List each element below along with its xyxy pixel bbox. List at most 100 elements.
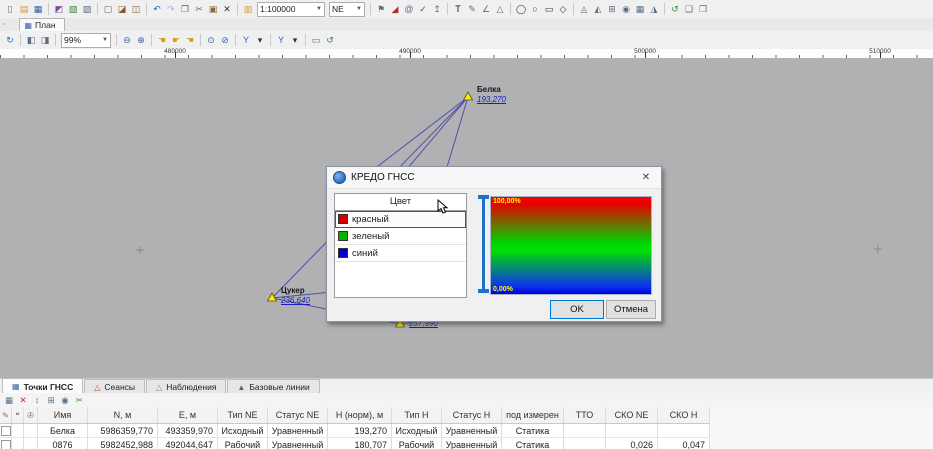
zoom-select[interactable]: 99% ▼ (61, 32, 111, 48)
export-mif-icon[interactable]: ◫ (131, 3, 141, 14)
zoom-out-icon[interactable]: ⊖ (123, 34, 131, 45)
open-project-icon[interactable]: ▤ (19, 3, 29, 14)
table-cell[interactable]: 5986359,770 (88, 424, 158, 437)
attach-tool-icon[interactable]: @ (404, 3, 414, 14)
antenna-height-icon[interactable]: ↥ (433, 3, 441, 14)
table-cell[interactable]: 180,707 (328, 438, 392, 449)
color-item-green[interactable]: зеленый (335, 228, 466, 245)
redo-icon[interactable]: ↷ (167, 3, 175, 14)
scale-select[interactable]: 1:100000 ▼ (257, 1, 325, 17)
table-cell[interactable]: 0,047 (658, 438, 710, 449)
export-dxf-icon[interactable]: ◪ (117, 3, 127, 14)
raster-image-icon[interactable]: ▥ (243, 3, 253, 14)
table-menu-icon[interactable]: ▦ (4, 394, 14, 405)
table-icon-header[interactable]: ❝ (12, 407, 24, 423)
new-document-icon[interactable]: ▯ (7, 3, 13, 14)
column-header[interactable]: N, м (88, 407, 158, 423)
delete-icon[interactable]: ✕ (223, 3, 231, 14)
dynamic-pan-icon[interactable]: ☛ (171, 34, 181, 45)
circle-tool-icon[interactable]: ○ (532, 3, 538, 14)
filter-points-arrow-icon[interactable]: ▾ (257, 34, 263, 45)
column-header[interactable]: Имя (38, 407, 88, 423)
move-label-icon[interactable]: ◬ (580, 3, 588, 14)
import-xyz-icon[interactable]: ▧ (68, 3, 78, 14)
copy-icon[interactable]: ❐ (180, 3, 190, 14)
table-cell[interactable] (564, 424, 606, 437)
plan-settings-icon[interactable]: ◨ (40, 34, 50, 45)
point-name-label[interactable]: Белка (477, 85, 501, 94)
row-checkbox[interactable] (0, 425, 11, 436)
cut-icon[interactable]: ✂ (195, 3, 203, 14)
refresh-plan-icon[interactable]: ↻ (6, 34, 14, 45)
new-sheet-icon[interactable]: ▢ (103, 3, 113, 14)
row-checkbox-cell[interactable] (0, 424, 12, 437)
point-info-icon[interactable]: ◉ (622, 3, 630, 14)
point-height-label[interactable]: 237,990 (409, 319, 438, 328)
gnss-antenna-icon[interactable]: ⚑ (376, 3, 386, 14)
gnss-point[interactable] (266, 292, 278, 302)
column-header[interactable]: под измерен (502, 407, 564, 423)
table-cell[interactable]: Рабочий (392, 438, 442, 449)
table-row[interactable]: Белка 5986359,770 493359,970 Исходный Уравне… (0, 424, 710, 438)
chevron-down-icon[interactable]: ▼ (356, 6, 362, 12)
table-cell[interactable]: Исходный (392, 424, 442, 437)
column-header[interactable]: Тип H (392, 407, 442, 423)
tab-plan[interactable]: ▦ План (19, 18, 65, 31)
column-header[interactable]: H (норм), м (328, 407, 392, 423)
table-cell[interactable]: Уравненный (442, 424, 502, 437)
table-cell[interactable]: 0876 (38, 438, 88, 449)
sort-rows-icon[interactable]: ↕ (34, 394, 40, 405)
pencil-tool-icon[interactable]: ✎ (468, 3, 476, 14)
table-cell[interactable]: 492044,647 (158, 438, 218, 449)
views-menu-icon[interactable]: ▫ (3, 21, 6, 28)
angle-tool-icon[interactable]: ∠ (481, 3, 491, 14)
table-edit-icon[interactable]: ▦ (635, 3, 645, 14)
refresh-window-icon[interactable]: ↺ (671, 3, 679, 14)
arrange-windows-icon[interactable]: ❒ (698, 3, 708, 14)
import-raster-icon[interactable]: ▨ (82, 3, 92, 14)
table-cell[interactable]: Рабочий (218, 438, 268, 449)
table-cell[interactable] (658, 424, 710, 437)
chevron-down-icon[interactable]: ▼ (102, 37, 108, 43)
row-icon-cell[interactable] (12, 424, 24, 437)
row-icon-cell[interactable] (24, 438, 38, 449)
table-cell[interactable] (564, 438, 606, 449)
column-header[interactable]: СКО NE (606, 407, 658, 423)
table-cell[interactable]: Белка (38, 424, 88, 437)
save-project-icon[interactable]: ▦ (33, 3, 43, 14)
merge-tool-icon[interactable]: ◮ (650, 3, 658, 14)
import-points-icon[interactable]: ◩ (54, 3, 64, 14)
row-checkbox[interactable] (0, 439, 11, 449)
table-cell[interactable]: 193,270 (328, 424, 392, 437)
new-window-icon[interactable]: ❑ (684, 3, 694, 14)
table-cell[interactable]: 0,026 (606, 438, 658, 449)
point-height-label[interactable]: 236,640 (281, 296, 310, 305)
point-height-label[interactable]: 193,270 (477, 95, 506, 104)
align-labels-icon[interactable]: ⊞ (608, 3, 616, 14)
select-rectangle-icon[interactable]: ▭ (311, 34, 321, 45)
table-cell[interactable] (606, 424, 658, 437)
filter-points-icon[interactable]: Y (242, 34, 249, 45)
refresh-selection-icon[interactable]: ↺ (326, 34, 334, 45)
table-cell[interactable]: Статика (502, 438, 564, 449)
color-item-red[interactable]: красный (335, 211, 466, 228)
column-header[interactable]: СКО H (658, 407, 710, 423)
row-icon-cell[interactable] (12, 438, 24, 449)
table-icon-header[interactable]: ✇ (24, 407, 38, 423)
paste-icon[interactable]: ▣ (208, 3, 218, 14)
column-header[interactable]: Тип NE (218, 407, 268, 423)
rectangle-tool-icon[interactable]: ▭ (544, 3, 554, 14)
gnss-point[interactable] (462, 91, 474, 101)
close-icon[interactable]: ✕ (641, 172, 651, 183)
transparency-slider[interactable] (478, 195, 489, 293)
columns-setup-icon[interactable]: ⊞ (47, 394, 55, 405)
gnss-point[interactable] (394, 318, 406, 328)
column-header[interactable]: ТТО (564, 407, 606, 423)
zoom-in-icon[interactable]: ⊕ (137, 34, 145, 45)
polygon-tool-icon[interactable]: ◇ (559, 3, 567, 14)
filter-lines-icon[interactable]: Y (277, 34, 284, 45)
table-cell[interactable]: Уравненный (268, 438, 328, 449)
table-cell[interactable]: Уравненный (268, 424, 328, 437)
tab-observations[interactable]: △ Наблюдения (146, 379, 227, 394)
cancel-button[interactable]: Отмена (606, 300, 656, 319)
